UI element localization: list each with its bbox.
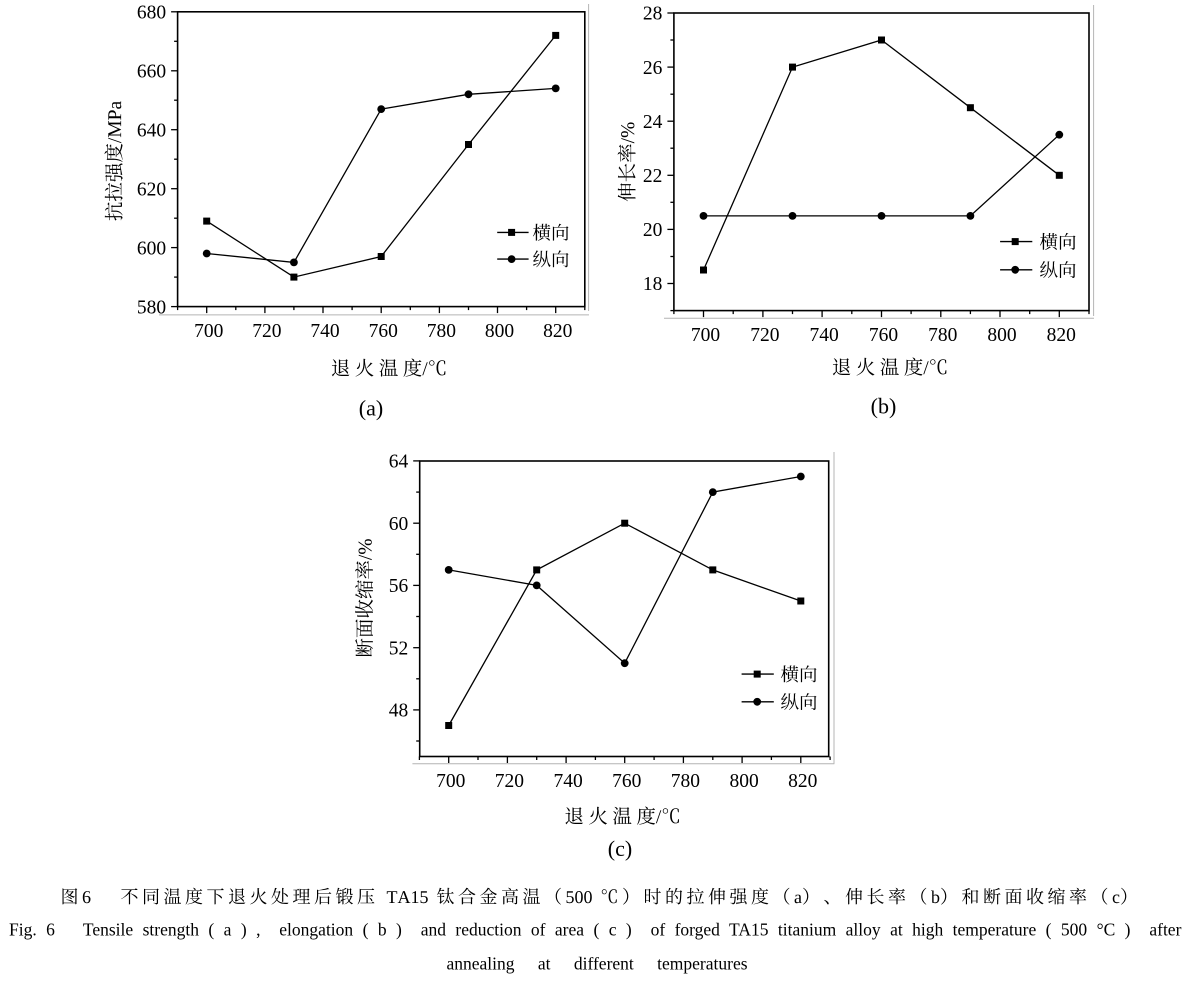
svg-text:annealing at different tempera: annealing at different temperatures — [446, 954, 747, 974]
svg-text:780: 780 — [671, 771, 700, 792]
svg-text:56: 56 — [389, 576, 409, 597]
svg-text:820: 820 — [543, 321, 572, 342]
svg-text:820: 820 — [788, 771, 817, 792]
svg-text:720: 720 — [750, 325, 779, 346]
svg-text:700: 700 — [194, 321, 223, 342]
svg-text:28: 28 — [643, 4, 663, 25]
svg-text:660: 660 — [137, 62, 166, 83]
svg-text:720: 720 — [495, 771, 524, 792]
svg-text:Fig. 6 Tensile strength ( a: Fig. 6 Tensile strength ( a ) , elongati… — [9, 920, 1182, 940]
svg-text:52: 52 — [389, 638, 409, 659]
svg-text:740: 740 — [809, 325, 838, 346]
svg-text:22: 22 — [643, 166, 663, 187]
svg-text:20: 20 — [643, 220, 663, 241]
svg-text:680: 680 — [137, 3, 166, 24]
svg-text:(b): (b) — [871, 393, 897, 418]
svg-text:48: 48 — [389, 701, 409, 722]
svg-text:(c): (c) — [608, 836, 632, 861]
svg-text:800: 800 — [987, 325, 1016, 346]
svg-text:24: 24 — [643, 112, 663, 133]
svg-text:18: 18 — [643, 274, 663, 295]
svg-text:740: 740 — [310, 321, 339, 342]
svg-text:60: 60 — [389, 514, 409, 535]
svg-text:780: 780 — [427, 321, 456, 342]
svg-text:800: 800 — [485, 321, 514, 342]
svg-text:740: 740 — [553, 771, 582, 792]
svg-text:760: 760 — [612, 771, 641, 792]
svg-text:700: 700 — [436, 771, 465, 792]
svg-text:620: 620 — [137, 179, 166, 200]
svg-text:820: 820 — [1047, 325, 1076, 346]
svg-text:580: 580 — [137, 297, 166, 318]
svg-text:26: 26 — [643, 58, 663, 79]
svg-text:700: 700 — [691, 325, 720, 346]
svg-text:(a): (a) — [359, 395, 383, 420]
svg-text:760: 760 — [869, 325, 898, 346]
svg-text:600: 600 — [137, 238, 166, 259]
svg-text:720: 720 — [252, 321, 281, 342]
svg-text:640: 640 — [137, 120, 166, 141]
svg-text:760: 760 — [369, 321, 398, 342]
svg-text:800: 800 — [729, 771, 758, 792]
svg-text:64: 64 — [389, 452, 409, 473]
svg-text:780: 780 — [928, 325, 957, 346]
